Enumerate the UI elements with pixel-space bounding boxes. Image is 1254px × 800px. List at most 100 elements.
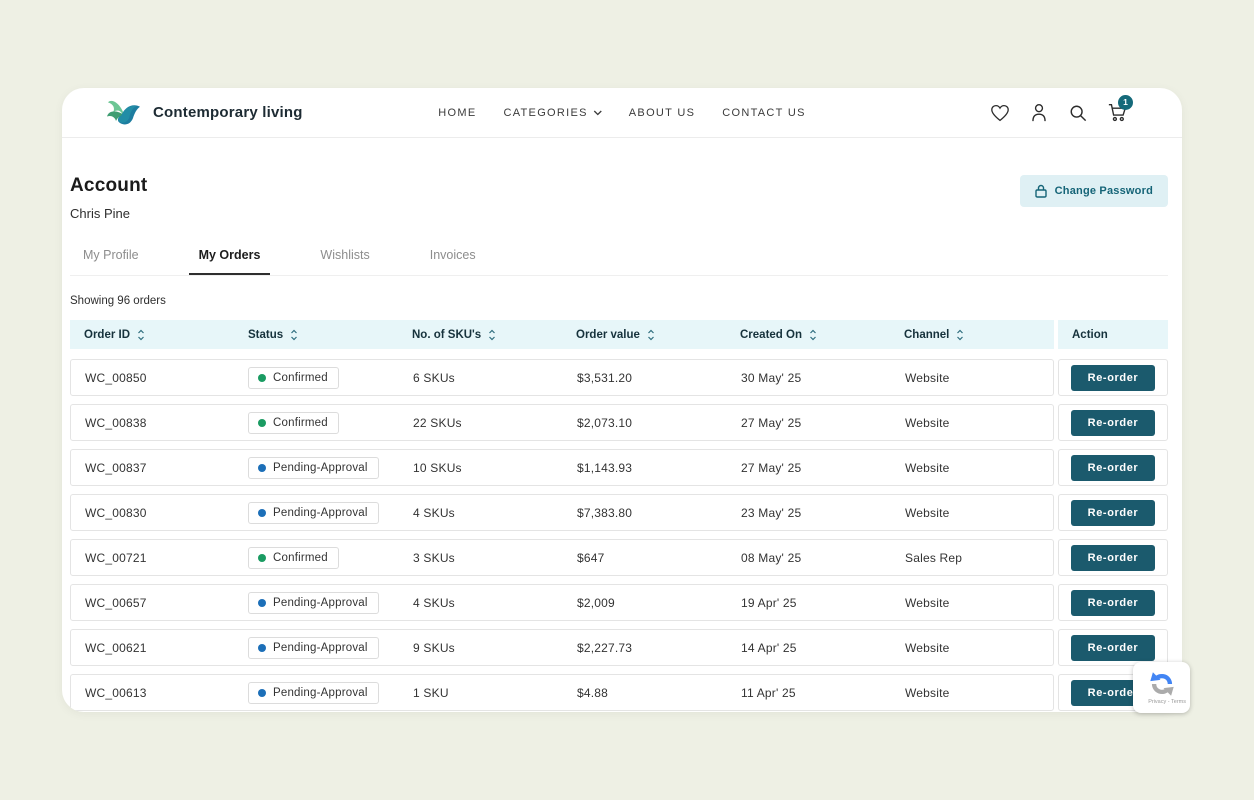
search-icon[interactable] (1067, 102, 1089, 124)
table-row: WC_00621 Pending-Approval 9 SKUs $2,227.… (70, 629, 1168, 666)
sku-count: 4 SKUs (413, 505, 455, 520)
order-id: WC_00850 (85, 370, 147, 385)
recaptcha-badge[interactable]: Privacy - Terms (1133, 662, 1190, 713)
sku-count: 6 SKUs (413, 370, 455, 385)
hummingbird-logo-icon (106, 97, 142, 129)
channel: Website (905, 460, 950, 475)
order-value: $2,009 (577, 595, 615, 610)
nav-categories[interactable]: CATEGORIES (503, 107, 602, 119)
sku-count: 4 SKUs (413, 595, 455, 610)
sku-count: 22 SKUs (413, 415, 462, 430)
re-order-button[interactable]: Re-order (1071, 409, 1155, 436)
nav-contact-us[interactable]: CONTACT US (722, 106, 806, 119)
main-card: Contemporary living HOME CATEGORIES ABOU… (62, 88, 1182, 712)
order-value: $2,227.73 (577, 640, 633, 655)
cart-icon[interactable]: 1 (1106, 94, 1133, 124)
column-header-status[interactable]: Status (234, 329, 398, 341)
sku-count: 9 SKUs (413, 640, 455, 655)
tab-my-profile[interactable]: My Profile (83, 248, 139, 262)
orders-table: Order ID Status No. of SKU's Order value (70, 320, 1168, 711)
column-header-action: Action (1072, 328, 1108, 341)
chevron-down-icon (593, 110, 602, 116)
tab-my-orders[interactable]: My Orders (188, 242, 271, 275)
order-id: WC_00838 (85, 415, 147, 430)
status-badge: Pending-Approval (248, 501, 379, 524)
change-password-button[interactable]: Change Password (1019, 175, 1168, 207)
order-id: WC_00837 (85, 460, 147, 475)
created-on: 30 May' 25 (741, 370, 802, 385)
brand[interactable]: Contemporary living (106, 97, 303, 129)
order-value: $7,383.80 (577, 505, 633, 520)
order-value: $1,143.93 (577, 460, 633, 475)
sort-icon[interactable] (647, 329, 655, 341)
wishlist-heart-icon[interactable] (989, 102, 1011, 124)
re-order-button[interactable]: Re-order (1071, 499, 1155, 526)
table-header-row: Order ID Status No. of SKU's Order value (70, 320, 1168, 349)
re-order-button[interactable]: Re-order (1071, 364, 1155, 391)
status-badge: Confirmed (248, 411, 339, 434)
sku-count: 1 SKU (413, 685, 449, 700)
order-id: WC_00721 (85, 550, 147, 565)
status-badge: Pending-Approval (248, 681, 379, 704)
created-on: 19 Apr' 25 (741, 595, 797, 610)
tab-wishlists[interactable]: Wishlists (320, 248, 370, 262)
order-value: $3,531.20 (577, 370, 633, 385)
orders-count-summary: Showing 96 orders (70, 295, 166, 307)
status-badge: Confirmed (248, 366, 339, 389)
created-on: 27 May' 25 (741, 415, 802, 430)
table-row: WC_00613 Pending-Approval 1 SKU $4.88 11… (70, 674, 1168, 711)
lock-icon (1034, 184, 1047, 198)
re-order-button[interactable]: Re-order (1071, 634, 1155, 661)
status-dot (258, 688, 266, 697)
recaptcha-privacy-terms[interactable]: Privacy - Terms (1148, 698, 1186, 705)
account-tabs: My Profile My Orders Wishlists Invoices (70, 242, 1168, 276)
sort-icon[interactable] (290, 329, 298, 341)
table-row: WC_00837 Pending-Approval 10 SKUs $1,143… (70, 449, 1168, 486)
column-header-order-id[interactable]: Order ID (70, 329, 234, 341)
channel: Website (905, 595, 950, 610)
status-dot (258, 553, 266, 562)
sort-icon[interactable] (809, 329, 817, 341)
status-dot (258, 643, 266, 652)
cart-count-badge: 1 (1118, 94, 1133, 110)
created-on: 27 May' 25 (741, 460, 802, 475)
re-order-button[interactable]: Re-order (1071, 544, 1155, 571)
account-person-icon[interactable] (1028, 102, 1050, 124)
tab-invoices[interactable]: Invoices (429, 248, 476, 262)
created-on: 11 Apr' 25 (741, 685, 796, 700)
channel: Website (905, 640, 950, 655)
status-badge: Confirmed (248, 546, 339, 569)
table-row: WC_00657 Pending-Approval 4 SKUs $2,009 … (70, 584, 1168, 621)
table-row: WC_00838 Confirmed 22 SKUs $2,073.10 27 … (70, 404, 1168, 441)
status-dot (258, 373, 266, 382)
status-dot (258, 463, 266, 472)
account-heading-block: Account Chris Pine (70, 175, 147, 221)
table-row: WC_00830 Pending-Approval 4 SKUs $7,383.… (70, 494, 1168, 531)
column-header-created-on[interactable]: Created On (726, 329, 890, 341)
column-header-channel[interactable]: Channel (890, 329, 1054, 341)
table-row: WC_00850 Confirmed 6 SKUs $3,531.20 30 M… (70, 359, 1168, 396)
created-on: 23 May' 25 (741, 505, 802, 520)
sort-icon[interactable] (956, 329, 964, 341)
sort-icon[interactable] (137, 329, 145, 341)
re-order-button[interactable]: Re-order (1071, 454, 1155, 481)
status-dot (258, 508, 266, 517)
order-value: $647 (577, 550, 605, 565)
column-header-skus[interactable]: No. of SKU's (398, 329, 562, 341)
page-title: Account (70, 175, 148, 196)
channel: Website (905, 370, 950, 385)
re-order-button[interactable]: Re-order (1071, 589, 1155, 616)
nav-home[interactable]: HOME (438, 106, 477, 119)
channel: Sales Rep (905, 550, 963, 565)
nav-about-us[interactable]: ABOUT US (628, 106, 696, 119)
main-nav: HOME CATEGORIES ABOUT US CONTACT US (438, 107, 805, 119)
recaptcha-icon (1149, 671, 1175, 697)
sku-count: 3 SKUs (413, 550, 455, 565)
created-on: 14 Apr' 25 (741, 640, 797, 655)
sort-icon[interactable] (488, 329, 496, 341)
order-value: $2,073.10 (577, 415, 633, 430)
column-header-order-value[interactable]: Order value (562, 329, 726, 341)
status-badge: Pending-Approval (248, 636, 379, 659)
status-dot (258, 598, 266, 607)
status-badge: Pending-Approval (248, 591, 379, 614)
